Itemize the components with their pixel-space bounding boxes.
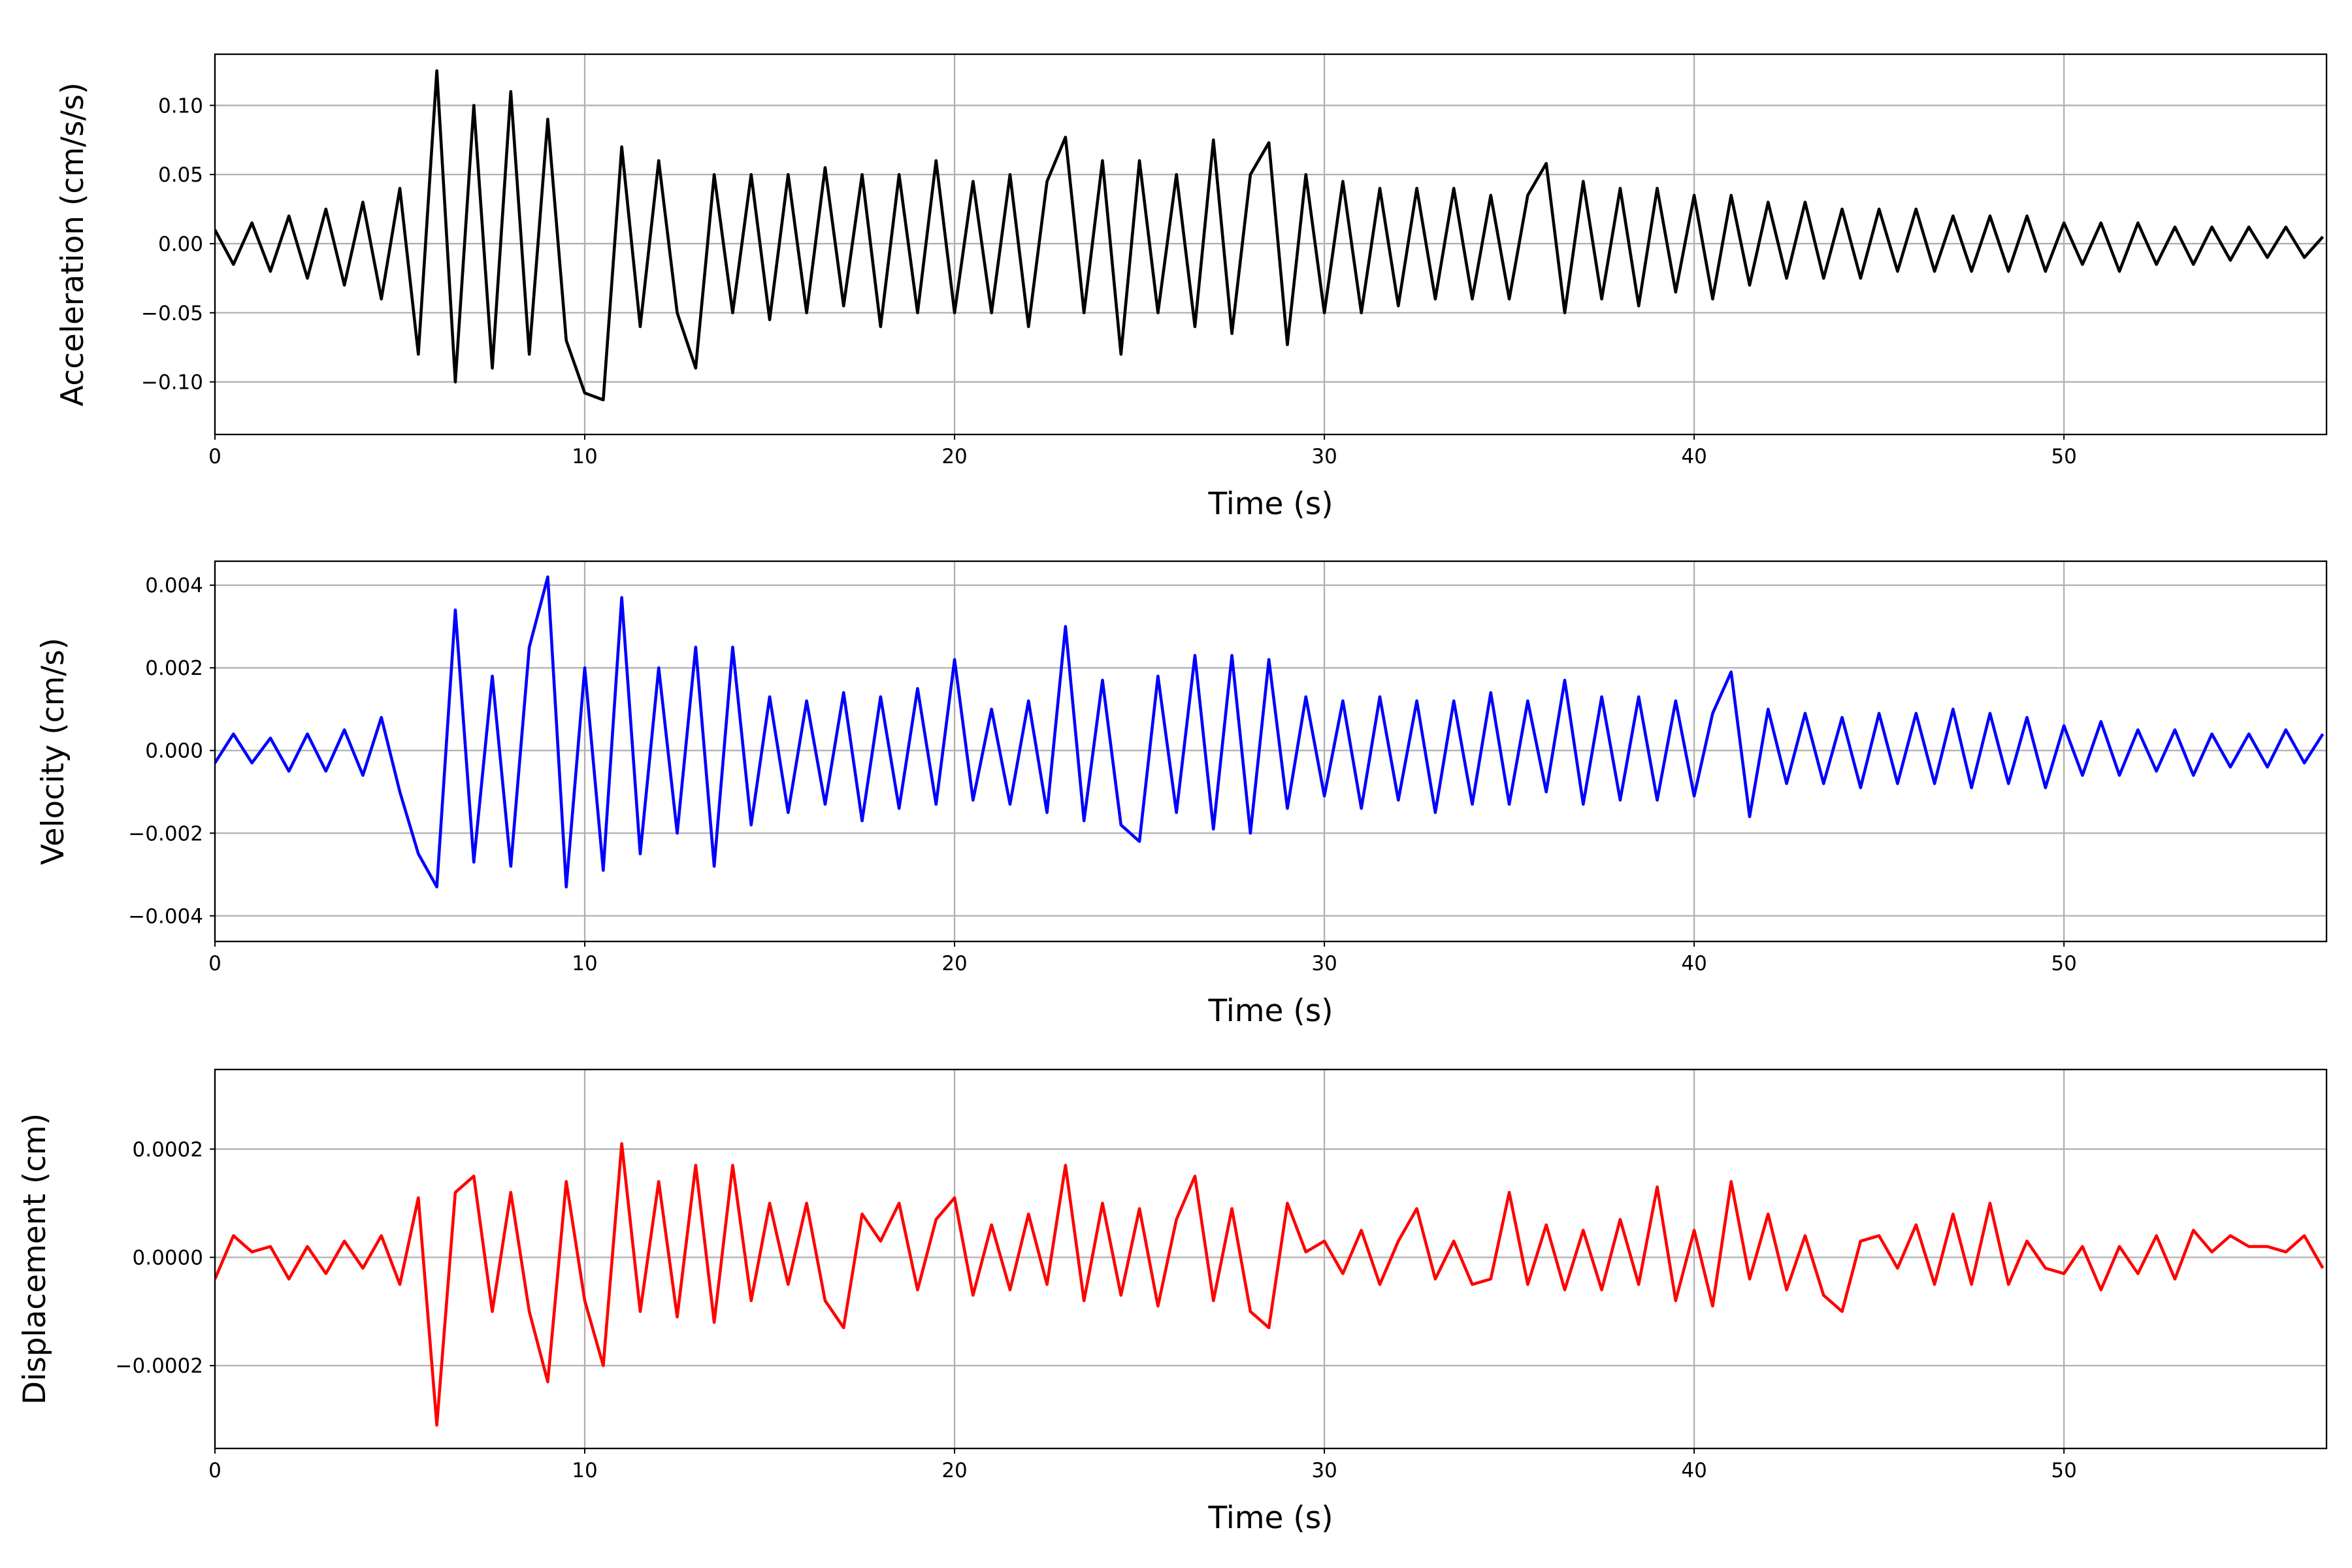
data-line (215, 575, 2325, 889)
y-tick-label: −0.05 (141, 302, 203, 325)
x-tick-label: 30 (1311, 952, 1337, 975)
y-tick-label: −0.0002 (116, 1354, 203, 1378)
y-tick-label: 0.00 (158, 233, 203, 256)
x-axis-label: Time (s) (1207, 486, 1333, 522)
data-line (215, 69, 2325, 402)
axes-frame (214, 1068, 2328, 1450)
x-tick-label: 0 (208, 445, 221, 468)
x-tick-label: 40 (1681, 1459, 1707, 1482)
y-tick-label: 0.000 (145, 740, 203, 763)
x-tick-label: 10 (572, 445, 597, 468)
x-tick-label: 30 (1311, 445, 1337, 468)
x-axis-label: Time (s) (1207, 993, 1333, 1029)
y-tick-label: 0.10 (158, 94, 203, 118)
y-tick-label: 0.004 (145, 574, 203, 598)
axes-frame (214, 53, 2328, 436)
y-tick-label: 0.002 (145, 657, 203, 680)
y-axis-label: Displacement (cm) (17, 1113, 53, 1405)
axes-frame (214, 560, 2328, 943)
x-tick-label: 10 (572, 1459, 597, 1482)
x-tick-label: 30 (1311, 1459, 1337, 1482)
x-tick-label: 50 (2051, 952, 2076, 975)
x-tick-label: 20 (941, 445, 967, 468)
x-tick-label: 40 (1681, 445, 1707, 468)
x-tick-label: 20 (941, 952, 967, 975)
data-line (215, 1142, 2325, 1427)
y-axis-label: Velocity (cm/s) (35, 638, 71, 865)
y-tick-label: −0.10 (141, 371, 203, 395)
x-tick-label: 20 (941, 1459, 967, 1482)
x-tick-label: 0 (208, 1459, 221, 1482)
y-tick-label: −0.004 (128, 905, 203, 928)
y-tick-label: 0.0002 (133, 1138, 203, 1162)
x-tick-label: 0 (208, 952, 221, 975)
y-tick-label: 0.05 (158, 163, 203, 187)
x-tick-label: 40 (1681, 952, 1707, 975)
x-tick-label: 10 (572, 952, 597, 975)
x-tick-label: 50 (2051, 445, 2076, 468)
x-axis-label: Time (s) (1207, 1500, 1333, 1536)
y-tick-label: −0.002 (128, 822, 203, 845)
y-axis-label: Acceleration (cm/s/s) (55, 82, 91, 406)
y-tick-label: 0.0000 (133, 1247, 203, 1270)
x-tick-label: 50 (2051, 1459, 2076, 1482)
